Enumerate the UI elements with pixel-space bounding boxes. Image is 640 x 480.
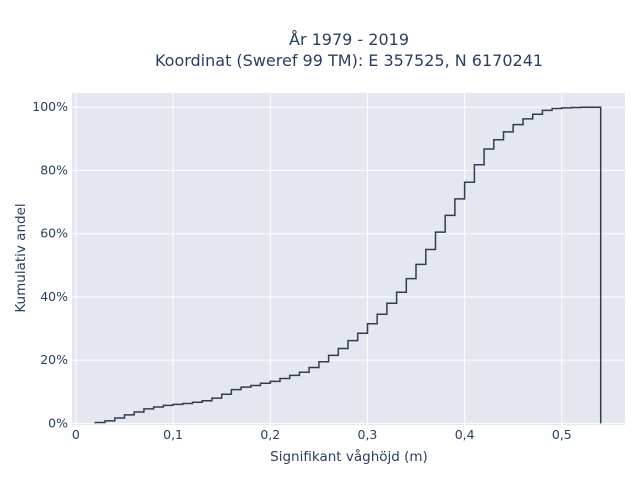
y-tick-label: 20% <box>40 352 68 367</box>
chart-title-line-2: Koordinat (Sweref 99 TM): E 357525, N 61… <box>155 51 543 70</box>
y-tick-label: 40% <box>40 289 68 304</box>
gridlines <box>72 93 625 425</box>
ecdf-step-line <box>94 106 602 424</box>
y-axis-label: Kumulativ andel <box>13 203 29 312</box>
x-tick-label: 0,2 <box>260 427 280 442</box>
x-tick-label: 0,1 <box>163 427 183 442</box>
tick-labels: 0 0,1 0,2 0,3 0,4 0,5 0% 20% 40% 60% 80% 100% <box>32 99 572 442</box>
y-tick-label: 60% <box>40 226 68 241</box>
y-tick-label: 80% <box>40 162 68 177</box>
y-tick-label: 0% <box>48 415 68 430</box>
chart-title-line-1: År 1979 - 2019 <box>289 30 409 49</box>
x-tick-label: 0,5 <box>552 427 572 442</box>
x-tick-label: 0 <box>72 427 80 442</box>
x-tick-label: 0,3 <box>358 427 378 442</box>
y-tick-label: 100% <box>32 99 68 114</box>
x-tick-label: 0,4 <box>455 427 475 442</box>
x-axis-label: Signifikant våghöjd (m) <box>270 448 428 465</box>
plot-area <box>72 93 625 425</box>
